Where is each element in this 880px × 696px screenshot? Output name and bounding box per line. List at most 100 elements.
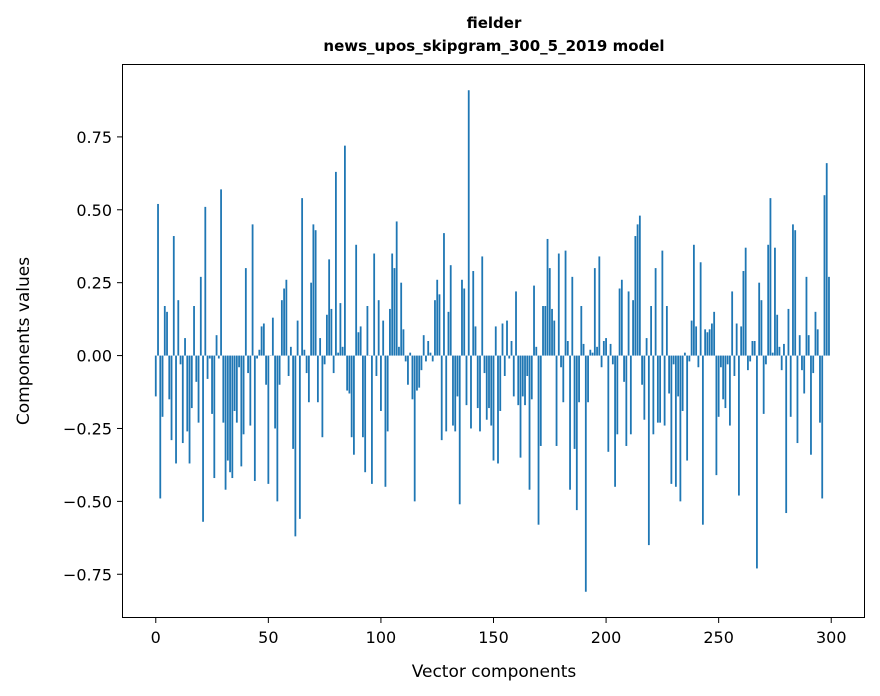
bar-component-125 xyxy=(436,279,439,356)
x-axis-ticks: 0 50 100 150 200 250 300 xyxy=(151,618,847,647)
bar-component-78 xyxy=(330,308,333,356)
bar-component-288 xyxy=(803,355,806,394)
bar-component-25 xyxy=(211,355,213,414)
bar-component-230 xyxy=(672,355,675,365)
bar-component-144 xyxy=(479,355,481,432)
bar-component-82 xyxy=(339,303,342,356)
bar-component-56 xyxy=(280,300,283,356)
bar-component-231 xyxy=(674,355,677,487)
bar-component-199 xyxy=(602,341,605,356)
bar-component-168 xyxy=(533,285,535,356)
bar-component-211 xyxy=(629,355,632,435)
x-tick-label: 100 xyxy=(366,628,397,647)
bar-component-189 xyxy=(580,306,583,356)
bar-component-110 xyxy=(402,329,405,356)
bar-component-298 xyxy=(825,163,828,356)
bar-component-140 xyxy=(470,355,472,429)
bar-component-220 xyxy=(650,306,653,356)
bar-component-63 xyxy=(296,320,299,356)
bar-component-138 xyxy=(465,355,468,406)
bar-component-75 xyxy=(323,355,326,365)
bar-component-133 xyxy=(454,355,457,432)
bar-component-204 xyxy=(614,355,616,487)
bar-component-148 xyxy=(488,355,490,409)
bar-component-212 xyxy=(632,300,634,356)
bar-component-171 xyxy=(539,355,542,446)
bar-component-147 xyxy=(485,355,488,420)
bar-component-246 xyxy=(708,329,711,356)
bar-component-123 xyxy=(431,355,434,362)
bar-component-272 xyxy=(767,244,770,356)
bar-component-162 xyxy=(519,355,522,458)
bar-component-103 xyxy=(386,355,389,432)
y-axis-label: Components values xyxy=(14,257,34,425)
x-tick-label: 200 xyxy=(591,628,622,647)
bar-component-285 xyxy=(796,355,799,444)
bar-component-109 xyxy=(400,282,403,356)
bar-component-274 xyxy=(771,352,774,356)
bar-component-226 xyxy=(663,355,666,426)
bar-component-55 xyxy=(278,355,281,385)
bar-component-169 xyxy=(535,346,538,356)
bar-component-225 xyxy=(661,250,664,356)
bar-component-84 xyxy=(343,145,346,356)
bar-component-70 xyxy=(312,224,315,356)
bar-component-124 xyxy=(434,300,436,356)
bar-component-27 xyxy=(215,335,218,356)
bar-component-91 xyxy=(359,326,362,356)
bar-component-228 xyxy=(668,355,671,394)
bar-component-287 xyxy=(801,355,803,371)
bar-component-79 xyxy=(332,355,335,374)
bar-component-32 xyxy=(226,355,229,461)
bar-component-254 xyxy=(726,355,729,365)
bar-component-26 xyxy=(213,355,216,479)
bar-component-22 xyxy=(204,206,207,356)
bar-component-18 xyxy=(195,355,198,382)
bar-component-296 xyxy=(821,355,824,499)
bar-component-243 xyxy=(701,355,704,525)
bar-component-106 xyxy=(393,268,396,356)
bar-component-236 xyxy=(686,355,689,461)
bar-component-240 xyxy=(695,326,698,356)
bar-component-137 xyxy=(463,288,466,356)
bar-component-233 xyxy=(679,355,682,502)
bar-component-164 xyxy=(524,355,526,406)
y-tick-label: 0.50 xyxy=(76,201,112,220)
bar-component-183 xyxy=(566,341,569,356)
bar-component-265 xyxy=(751,341,754,356)
bar-component-111 xyxy=(404,355,407,362)
bar-component-210 xyxy=(627,291,630,356)
bar-component-28 xyxy=(217,355,220,359)
bar-component-278 xyxy=(780,355,783,371)
bar-component-283 xyxy=(792,224,794,356)
bar-component-10 xyxy=(177,300,180,356)
bar-component-175 xyxy=(548,268,551,356)
bar-component-184 xyxy=(569,355,571,490)
bar-component-115 xyxy=(413,355,416,502)
bar-component-182 xyxy=(564,250,567,356)
bar-component-53 xyxy=(274,355,277,429)
bar-component-33 xyxy=(229,355,231,473)
bar-component-83 xyxy=(341,346,344,356)
bar-component-74 xyxy=(321,355,324,438)
bar-component-71 xyxy=(314,230,317,356)
bar-component-57 xyxy=(283,288,286,356)
bar-component-227 xyxy=(665,306,668,356)
bar-component-245 xyxy=(706,332,709,356)
bar-component-142 xyxy=(474,326,477,356)
bar-component-117 xyxy=(418,355,421,388)
bar-component-256 xyxy=(731,291,734,356)
bar-component-88 xyxy=(353,355,355,455)
bar-component-158 xyxy=(510,341,513,356)
bar-component-90 xyxy=(357,332,360,356)
bar-component-299 xyxy=(828,276,830,356)
y-tick-label: 0.00 xyxy=(76,347,112,366)
bar-component-163 xyxy=(521,355,524,397)
bar-component-19 xyxy=(197,355,200,423)
plot-frame xyxy=(122,64,865,618)
bar-component-143 xyxy=(476,355,479,409)
bar-component-160 xyxy=(515,291,517,356)
x-tick-label: 250 xyxy=(703,628,734,647)
bar-component-202 xyxy=(609,343,612,356)
